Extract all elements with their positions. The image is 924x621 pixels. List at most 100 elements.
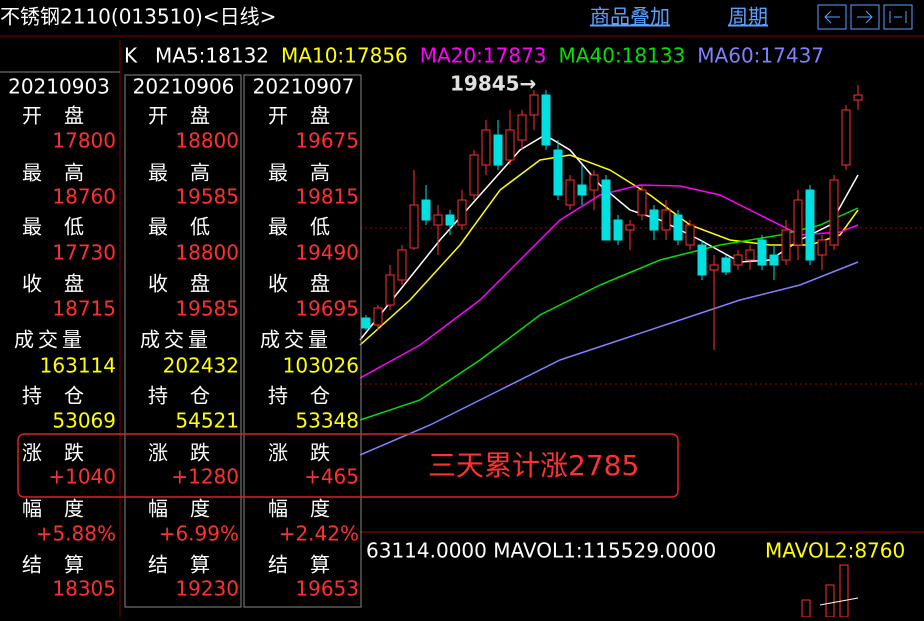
candle-body [613, 219, 623, 241]
candle-body [649, 209, 659, 231]
candlesticks [361, 85, 863, 350]
candle-body [805, 189, 815, 261]
highlight-box [17, 433, 679, 498]
ma-label: MA10:17856 [281, 44, 408, 68]
panel-label: 最高 [268, 161, 352, 185]
candle-body [529, 94, 539, 116]
panel-value: 17730 [52, 241, 116, 265]
panel-label: 结算 [148, 553, 232, 577]
panel-value: 19653 [295, 577, 359, 601]
candle-body [709, 264, 719, 271]
panel-label: 最低 [268, 215, 352, 239]
panel-value: 19230 [175, 577, 239, 601]
candle-body [673, 214, 683, 241]
panel-label: 成交量 [14, 328, 86, 352]
panel-label: 最低 [148, 215, 232, 239]
panel-value: 19490 [295, 241, 359, 265]
k-label: K [124, 44, 138, 68]
panel-value: 53348 [295, 409, 359, 433]
panel-value: 19585 [175, 297, 239, 321]
panel-value: +6.99% [159, 522, 239, 546]
ma-label: MA20:17873 [420, 44, 547, 68]
candle-body [829, 179, 839, 246]
candle-body [517, 114, 527, 141]
panel-label: 持仓 [148, 384, 232, 408]
candle-body [433, 214, 443, 226]
panel-label: 结算 [268, 553, 352, 577]
candle-body [601, 179, 611, 241]
ma-label: MA60:17437 [697, 44, 824, 68]
candle-body [469, 154, 479, 196]
candle-body [685, 224, 695, 246]
panel-label: 最高 [148, 161, 232, 185]
ma-label: MA40:18133 [559, 44, 686, 68]
candle-body [817, 239, 827, 256]
candle-body [637, 189, 647, 216]
candle-body [697, 244, 707, 276]
candle-body [505, 129, 515, 161]
panel-value: +5.88% [36, 522, 116, 546]
candle-body [577, 184, 587, 196]
panel-label: 结算 [22, 553, 106, 577]
candle-body [661, 209, 671, 231]
candle-body [589, 174, 599, 191]
candle-body [481, 129, 491, 166]
candle-body [373, 307, 383, 326]
panel-label: 持仓 [22, 384, 106, 408]
panel-value: 19585 [175, 185, 239, 209]
candle-body [781, 229, 791, 261]
panel-value: 19675 [295, 129, 359, 153]
panel-value: 53069 [52, 409, 116, 433]
panel-label: 最高 [22, 161, 106, 185]
panel-label: 幅度 [22, 497, 106, 521]
candle-body [385, 274, 395, 306]
panel-label: 开盘 [268, 104, 352, 128]
link[interactable]: 周期 [728, 5, 768, 29]
panel-label: 成交量 [140, 328, 212, 352]
panel-value: +2.42% [279, 522, 359, 546]
panel-label: 涨跌 [268, 441, 352, 465]
panel-date: 20210903 [8, 75, 110, 99]
panel-value: 19815 [295, 185, 359, 209]
panel-label: 幅度 [148, 497, 232, 521]
annotation: 三天累计涨2785 [428, 449, 639, 482]
candle-body [361, 317, 371, 329]
panel-label: 成交量 [260, 328, 332, 352]
candle-body [445, 214, 455, 226]
panel-label: 最低 [22, 215, 106, 239]
panel-label: 涨跌 [22, 441, 106, 465]
candle-body [553, 149, 563, 196]
candle-body [793, 199, 803, 246]
panel-label: 开盘 [22, 104, 106, 128]
panel-value: 18715 [52, 297, 116, 321]
panel-label: 收盘 [22, 272, 106, 296]
panel-value: +465 [304, 465, 359, 489]
panel-value: +1040 [48, 465, 116, 489]
panel-value: 103026 [283, 354, 359, 378]
title: 不锈钢2110(013510)<日线> [0, 5, 276, 29]
nav-icons[interactable] [817, 4, 913, 30]
panel-label: 收盘 [148, 272, 232, 296]
candle-body [733, 254, 743, 266]
candle-body [853, 94, 863, 101]
panel-value: 54521 [175, 409, 239, 433]
panel-border [124, 74, 242, 608]
candle-body [565, 179, 575, 206]
candle-body [721, 257, 731, 273]
panel-value: +1280 [171, 465, 239, 489]
candle-body [769, 254, 779, 266]
panel-date: 20210907 [253, 75, 355, 99]
candle-body [841, 109, 851, 166]
panel-value: 19695 [295, 297, 359, 321]
candle-body [493, 134, 503, 166]
candle-body [397, 249, 407, 281]
panel-label: 涨跌 [148, 441, 232, 465]
ma-label: MA5:18132 [155, 44, 269, 68]
panel-value: 17800 [52, 129, 116, 153]
candle-body [541, 94, 551, 146]
panel-date: 20210906 [133, 75, 235, 99]
link[interactable]: 商品叠加 [590, 5, 670, 29]
panel-value: 202432 [163, 354, 239, 378]
